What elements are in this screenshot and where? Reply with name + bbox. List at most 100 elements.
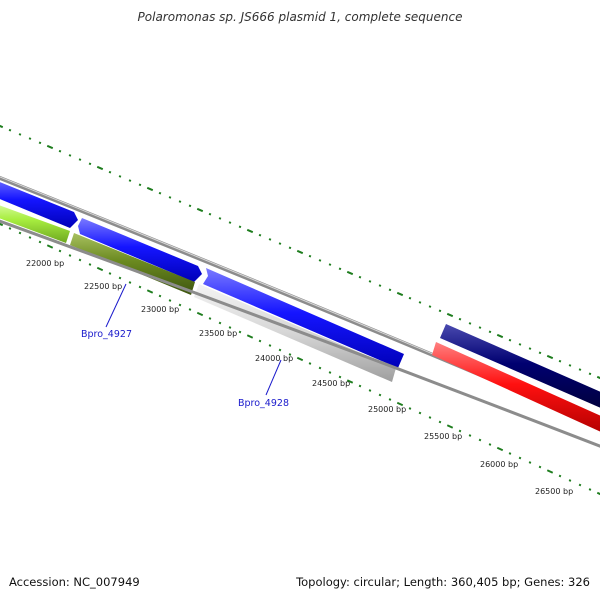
tick-mark — [488, 330, 492, 334]
tick-mark — [238, 225, 242, 229]
gene-forward-right[interactable] — [203, 268, 404, 368]
tick-mark — [218, 217, 222, 220]
tick-mark — [0, 124, 4, 129]
tick-mark — [278, 348, 282, 352]
tick-mark — [58, 249, 62, 253]
gene-label-leader — [105, 283, 127, 328]
tick-mark — [68, 154, 72, 157]
ruler-tick-track — [0, 222, 600, 496]
tick-mark — [396, 401, 404, 407]
ruler-label: 23000 bp — [141, 305, 179, 314]
ruler-label: 26000 bp — [480, 460, 518, 469]
tick-mark — [246, 334, 254, 339]
tick-mark — [528, 461, 532, 464]
gene-reverse-red[interactable] — [432, 342, 600, 436]
tick-mark — [196, 207, 204, 213]
tick-mark — [208, 317, 212, 320]
tick-mark — [428, 305, 432, 308]
ruler-label: 25500 bp — [424, 432, 462, 441]
gene-forward-left[interactable] — [0, 176, 78, 228]
gene-label-leader — [265, 359, 282, 396]
tick-mark — [118, 175, 122, 178]
tick-mark — [488, 443, 492, 446]
tick-mark — [558, 359, 562, 363]
ruler-label: 25000 bp — [368, 405, 406, 414]
tick-mark — [328, 371, 332, 374]
tick-mark — [468, 434, 472, 437]
tick-mark — [78, 258, 82, 262]
tick-mark — [388, 288, 392, 292]
tick-mark — [168, 299, 172, 302]
tick-mark — [338, 267, 342, 271]
tick-mark — [546, 354, 554, 360]
tick-mark — [208, 212, 212, 216]
ruler-label: 24500 bp — [312, 379, 350, 388]
tick-mark — [228, 221, 232, 224]
tick-mark — [288, 353, 292, 356]
tick-mark — [258, 233, 262, 237]
tick-mark — [58, 149, 62, 153]
tick-mark — [268, 238, 272, 241]
tick-mark — [458, 429, 462, 433]
gene-label-bpro-4927[interactable]: Bpro_4927 — [81, 329, 132, 340]
tick-mark — [128, 281, 132, 284]
tick-mark — [578, 368, 582, 371]
tick-mark — [8, 227, 12, 230]
gene-label-bpro-4928[interactable]: Bpro_4928 — [238, 398, 289, 409]
tick-mark — [68, 254, 72, 257]
gene-reverse-lime[interactable] — [0, 200, 70, 243]
tick-mark — [508, 338, 512, 342]
tick-mark — [578, 483, 582, 487]
tick-mark — [438, 420, 442, 424]
tick-mark — [346, 379, 354, 384]
gene-forward-dark[interactable] — [440, 324, 600, 412]
tick-mark — [378, 393, 382, 397]
tick-mark — [218, 321, 222, 325]
tick-mark — [0, 222, 4, 227]
tick-mark — [438, 309, 442, 313]
ruler-label: 26500 bp — [535, 487, 573, 496]
tick-mark — [78, 158, 82, 161]
tick-mark — [368, 389, 372, 392]
tick-mark — [468, 322, 472, 325]
tick-mark — [446, 424, 454, 429]
tick-mark — [158, 191, 162, 195]
tick-mark — [168, 196, 172, 199]
tick-mark — [278, 242, 282, 245]
tick-mark — [308, 362, 312, 365]
tick-mark — [288, 246, 292, 250]
tick-mark — [346, 270, 354, 276]
gene-reverse-gray[interactable] — [194, 284, 396, 382]
tick-mark — [318, 259, 322, 262]
tick-mark — [8, 128, 12, 132]
accession-text: Accession: NC_007949 — [9, 575, 140, 589]
tick-mark — [408, 407, 412, 410]
tick-mark — [368, 280, 372, 283]
tick-mark — [596, 375, 600, 380]
ruler-label: 23500 bp — [199, 329, 237, 338]
gene-forward-middle[interactable] — [78, 218, 202, 282]
tick-mark — [418, 301, 422, 304]
tick-mark — [158, 294, 162, 298]
tick-mark — [538, 351, 542, 355]
ruler-label: 24000 bp — [255, 354, 293, 363]
ruler-label: 22500 bp — [84, 282, 122, 291]
tick-mark — [196, 311, 204, 317]
tick-mark — [46, 244, 54, 249]
tick-mark — [396, 291, 404, 297]
tick-mark — [28, 236, 32, 239]
backbone-inner — [0, 219, 600, 448]
gene-reverse-olive[interactable] — [70, 233, 195, 295]
tick-mark — [328, 263, 332, 266]
tick-mark — [458, 317, 462, 321]
tick-mark — [596, 491, 600, 496]
tick-mark — [146, 289, 154, 294]
tick-mark — [146, 186, 154, 192]
map-title: Polaromonas sp. JS666 plasmid 1, complet… — [137, 10, 463, 24]
ruler-label: 22000 bp — [26, 259, 64, 268]
tick-mark — [318, 366, 322, 370]
tick-mark — [296, 356, 304, 362]
tick-mark — [478, 438, 482, 442]
tick-mark — [378, 284, 382, 287]
